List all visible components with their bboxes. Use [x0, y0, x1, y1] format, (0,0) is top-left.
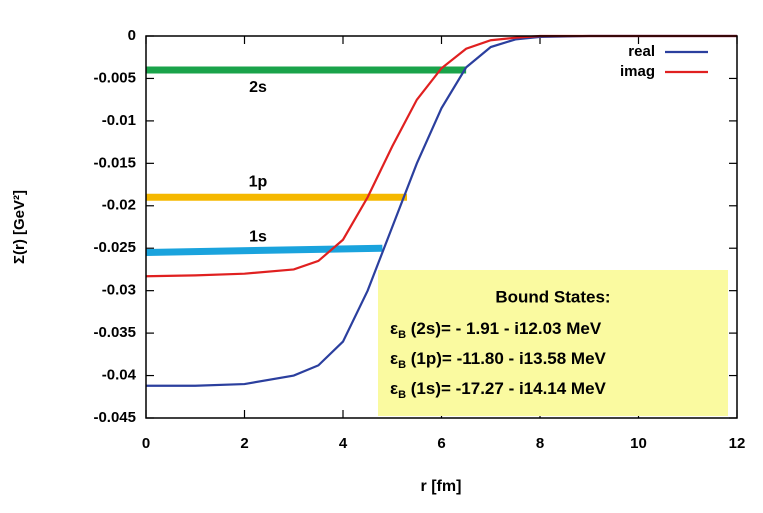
x-tick-label: 2	[240, 435, 248, 452]
level-label: 1s	[249, 229, 267, 246]
x-tick-label: 10	[630, 435, 647, 452]
subscript: B	[398, 329, 406, 341]
x-tick-label: 4	[339, 435, 348, 452]
plot-frame	[145, 35, 738, 419]
box-line-text: (2s)= - 1.91 - i12.03 MeV	[406, 319, 602, 338]
y-tick-label: -0.015	[93, 154, 136, 171]
y-tick-label: -0.03	[102, 282, 136, 299]
symbol: ε	[390, 319, 398, 338]
legend-label: real	[628, 43, 655, 60]
box-line: εB (2s)= - 1.91 - i12.03 MeV	[390, 319, 602, 340]
subscript: B	[398, 389, 406, 401]
legend-label: imag	[620, 63, 655, 80]
y-tick-label: -0.04	[102, 367, 137, 384]
box-line-text: (1s)= -17.27 - i14.14 MeV	[406, 379, 607, 398]
box-title: Bound States:	[495, 287, 610, 306]
y-tick-label: -0.005	[93, 69, 136, 86]
x-axis-label: r [fm]	[421, 478, 462, 495]
y-tick-label: -0.01	[102, 112, 136, 129]
level-label: 1p	[249, 174, 268, 191]
y-tick-label: -0.035	[93, 324, 136, 341]
y-tick-label: -0.025	[93, 239, 136, 256]
symbol: ε	[390, 349, 398, 368]
level-line	[145, 244, 383, 256]
x-tick-label: 12	[729, 435, 746, 452]
y-tick-label: -0.02	[102, 197, 136, 214]
subscript: B	[398, 359, 406, 371]
x-tick-label: 0	[142, 435, 150, 452]
box-line: εB (1p)= -11.80 - i13.58 MeV	[390, 349, 607, 370]
info-box	[378, 270, 728, 416]
y-tick-label: -0.045	[93, 409, 136, 426]
symbol: ε	[390, 379, 398, 398]
x-tick-label: 6	[437, 435, 445, 452]
box-line: εB (1s)= -17.27 - i14.14 MeV	[390, 379, 607, 400]
y-axis-label: Σ(r) [GeV²]	[11, 190, 28, 264]
x-tick-label: 8	[536, 435, 544, 452]
level-label: 2s	[249, 79, 267, 96]
y-tick-label: 0	[128, 27, 136, 44]
box-line-text: (1p)= -11.80 - i13.58 MeV	[406, 349, 607, 368]
